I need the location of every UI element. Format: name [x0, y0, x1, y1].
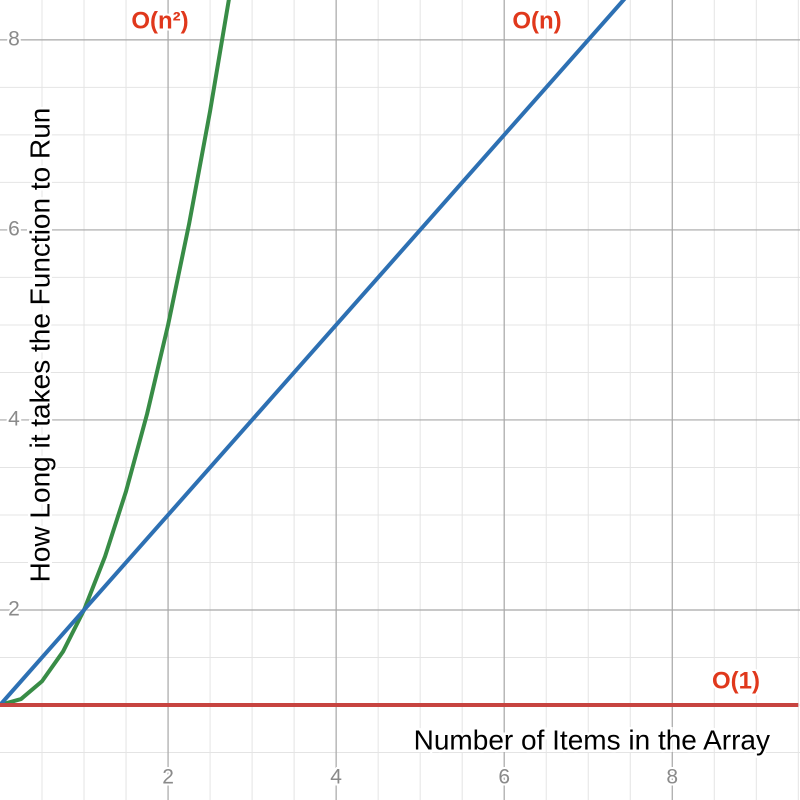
- x-axis-label: Number of Items in the Array: [414, 724, 770, 755]
- series-label: O(1): [712, 667, 760, 694]
- x-tick-label: 8: [666, 766, 678, 789]
- y-tick-label: 4: [8, 407, 20, 430]
- y-tick-label: 8: [8, 27, 20, 50]
- x-tick-label: 2: [162, 766, 174, 789]
- series-line: [0, 0, 627, 707]
- series-label: O(n²): [131, 7, 188, 34]
- y-axis-label: How Long it takes the Function to Run: [24, 108, 55, 583]
- x-tick-label: 4: [330, 766, 342, 789]
- y-tick-label: 2: [8, 598, 20, 621]
- series-label: O(n): [512, 7, 561, 34]
- labels: Number of Items in the Array How Long it…: [6, 5, 772, 790]
- x-tick-label: 6: [498, 766, 510, 789]
- plot: [0, 0, 799, 707]
- y-tick-label: 6: [8, 217, 20, 240]
- series-line: [0, 0, 231, 707]
